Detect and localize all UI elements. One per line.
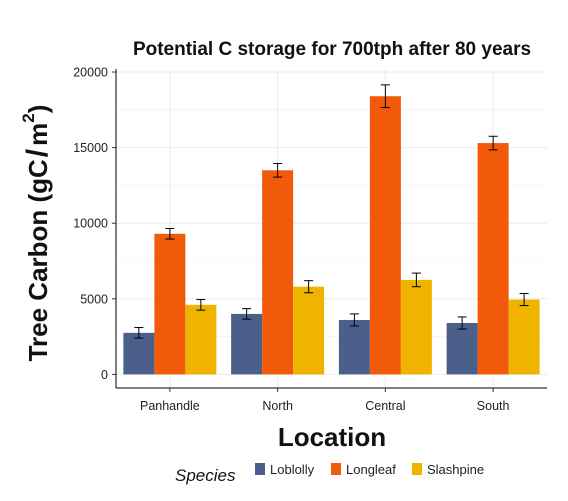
y-tick-label-4: 20000	[73, 66, 108, 80]
y-axis-title-slash: /	[21, 148, 54, 157]
y-tick-label-3: 15000	[73, 141, 108, 155]
x-tick-labels: Panhandle North Central South	[140, 399, 510, 413]
y-axis-title-main: Tree Carbon (gC	[23, 159, 53, 361]
bars	[123, 96, 540, 375]
legend-item-longleaf: Longleaf	[331, 462, 396, 477]
bar-loblolly-central	[338, 319, 370, 375]
legend: Species Loblolly Longleaf Slashpine	[175, 462, 484, 485]
x-tick-label-north: North	[262, 399, 293, 413]
error-bars	[134, 84, 529, 339]
legend-label-longleaf: Longleaf	[346, 462, 396, 477]
plot-area	[112, 69, 547, 392]
legend-swatch-slashpine	[412, 463, 422, 475]
bar-loblolly-south	[446, 322, 478, 375]
error-bar-loblolly-central	[349, 313, 359, 327]
error-bar-longleaf-panhandle	[165, 228, 175, 240]
legend-swatch-longleaf	[331, 463, 341, 475]
error-bar-longleaf-central	[380, 84, 390, 109]
bar-slashpine-north	[293, 286, 325, 375]
legend-swatch-loblolly	[255, 463, 265, 475]
svg-text:Tree Carbon (gC/m2): Tree Carbon (gC / m2)	[19, 105, 54, 362]
y-tick-label-1: 5000	[80, 292, 108, 306]
y-axis-title-unit: m	[23, 123, 53, 146]
error-bar-slashpine-central	[411, 272, 421, 288]
x-tick-label-central: Central	[365, 399, 405, 413]
x-tick-label-panhandle: Panhandle	[140, 399, 200, 413]
error-bar-loblolly-north	[242, 308, 252, 320]
error-bar-loblolly-south	[457, 316, 467, 330]
error-bar-longleaf-south	[488, 135, 498, 151]
y-tick-label-2: 10000	[73, 217, 108, 231]
legend-items: Loblolly Longleaf Slashpine	[255, 462, 484, 477]
legend-title: Species	[175, 466, 236, 485]
bar-slashpine-south	[508, 299, 540, 375]
axes	[112, 69, 547, 392]
y-axis-title: Tree Carbon (gC / m2)	[19, 105, 54, 362]
bar-longleaf-central	[369, 96, 401, 375]
x-tick-label-south: South	[477, 399, 510, 413]
bar-longleaf-panhandle	[154, 233, 186, 375]
bar-loblolly-north	[231, 313, 263, 375]
legend-item-slashpine: Slashpine	[412, 462, 484, 477]
chart-title: Potential C storage for 700tph after 80 …	[133, 39, 531, 60]
y-axis-title-close: )	[23, 105, 53, 114]
y-tick-label-0: 0	[101, 368, 108, 382]
error-bar-loblolly-panhandle	[134, 327, 144, 339]
error-bar-longleaf-north	[273, 162, 283, 178]
error-bar-slashpine-south	[519, 293, 529, 307]
error-bar-slashpine-north	[304, 280, 314, 294]
bar-loblolly-panhandle	[123, 332, 155, 375]
bar-longleaf-south	[477, 143, 509, 375]
y-axis-title-superscript: 2	[19, 113, 38, 122]
bar-slashpine-central	[400, 279, 432, 375]
y-tick-labels: 0 5000 10000 15000 20000	[73, 66, 108, 382]
legend-label-slashpine: Slashpine	[427, 462, 484, 477]
bar-slashpine-panhandle	[185, 304, 217, 375]
bar-longleaf-north	[262, 170, 294, 375]
x-axis-title: Location	[278, 422, 386, 452]
error-bar-slashpine-panhandle	[196, 299, 206, 311]
legend-label-loblolly: Loblolly	[270, 462, 315, 477]
legend-item-loblolly: Loblolly	[255, 462, 315, 477]
